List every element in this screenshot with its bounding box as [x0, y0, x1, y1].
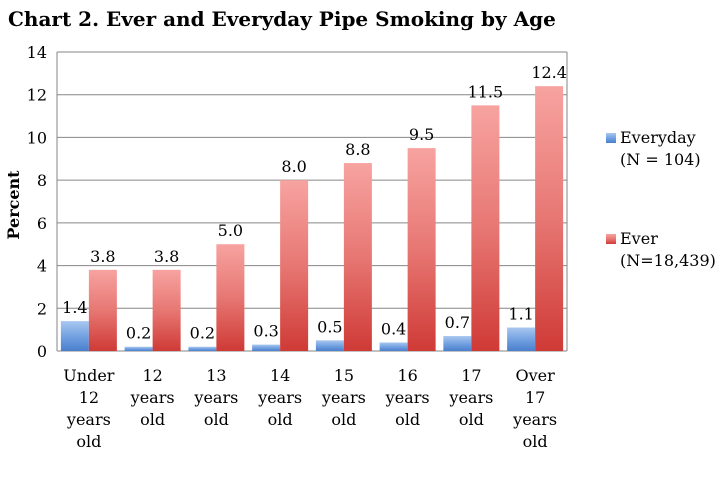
- x-category-label-line: years: [512, 410, 557, 429]
- ever-bar: [216, 244, 245, 351]
- ever-data-label: 11.5: [468, 82, 504, 101]
- x-category-label: 13 years old: [193, 366, 238, 429]
- x-category-label-line: 13: [206, 366, 226, 385]
- ever-bar: [471, 105, 500, 352]
- x-category-label-line: years: [66, 410, 111, 429]
- ever-bar: [343, 163, 372, 351]
- x-category-label-line: old: [395, 410, 420, 429]
- gridlines: [56, 51, 568, 352]
- x-category-label-line: old: [140, 410, 165, 429]
- everyday-bar: [507, 327, 536, 351]
- legend-label-line: (N = 104): [620, 150, 701, 169]
- everyday-bar: [188, 346, 217, 351]
- everyday-data-label: 0.2: [190, 324, 215, 343]
- x-category-label-line: 14: [270, 366, 290, 385]
- data-labels: 1.4 0.2 0.2 0.3 0.5 0.4 0.7 1.1 3.8 3.8 5.0 8.0 8.8 9…: [62, 63, 567, 343]
- x-category-label: Over 17 years old: [512, 366, 557, 451]
- x-category-label-line: old: [204, 410, 229, 429]
- x-category-label-line: years: [321, 388, 366, 407]
- legend-label-line: (N=18,439): [620, 251, 716, 270]
- y-tick-label: 0: [37, 342, 47, 361]
- everyday-data-label: 0.4: [381, 319, 406, 338]
- everyday-data-label: 0.5: [317, 317, 342, 336]
- everyday-legend-swatch: [606, 133, 616, 143]
- y-axis-label: Percent: [4, 170, 23, 240]
- ever-bar: [280, 180, 309, 351]
- ever-data-label: 3.8: [90, 247, 115, 266]
- bars: [60, 86, 564, 352]
- x-category-label-line: old: [268, 410, 293, 429]
- y-tick-label: 10: [27, 128, 47, 147]
- everyday-data-label: 1.4: [62, 298, 87, 317]
- x-category-label-line: years: [448, 388, 493, 407]
- ever-data-label: 8.0: [281, 157, 306, 176]
- legend-label-line: Ever: [620, 229, 658, 248]
- x-category-label: 15 years old: [321, 366, 366, 429]
- everyday-bar: [60, 321, 89, 351]
- legend: Everyday (N = 104) Ever (N=18,439): [606, 128, 716, 270]
- y-tick-label: 2: [37, 299, 47, 318]
- ever-bar: [407, 148, 436, 351]
- ever-bar: [88, 269, 117, 351]
- ever-data-label: 9.5: [409, 125, 434, 144]
- ever-data-label: 5.0: [218, 221, 243, 240]
- ever-legend-label: Ever (N=18,439): [620, 229, 716, 270]
- everyday-legend-label: Everyday (N = 104): [620, 128, 701, 169]
- ever-data-label: 3.8: [154, 247, 179, 266]
- ever-data-label: 12.4: [531, 63, 567, 82]
- x-category-label-line: Over: [515, 366, 555, 385]
- everyday-data-label: 0.7: [445, 313, 470, 332]
- y-tick-label: 12: [27, 86, 47, 105]
- x-category-label-line: 17: [525, 388, 545, 407]
- y-tick-label: 14: [27, 43, 47, 62]
- x-category-label-line: years: [130, 388, 175, 407]
- x-category-label-line: old: [459, 410, 484, 429]
- x-category-label-line: old: [523, 432, 548, 451]
- x-category-label-line: 16: [397, 366, 417, 385]
- ever-legend-swatch: [606, 234, 616, 244]
- everyday-bar: [124, 346, 153, 351]
- everyday-data-label: 0.3: [253, 322, 278, 341]
- everyday-bar: [379, 342, 408, 351]
- x-category-label-line: old: [76, 432, 101, 451]
- x-category-label-line: 12: [142, 366, 162, 385]
- ever-bar: [152, 269, 181, 351]
- x-category-label-line: Under: [63, 366, 115, 385]
- y-axis-ticks: 0 2 4 6 8 10 12 14: [27, 43, 47, 361]
- ever-bar: [535, 86, 564, 352]
- legend-label-line: Everyday: [620, 128, 696, 147]
- x-category-label-line: years: [193, 388, 238, 407]
- chart-title: Chart 2. Ever and Everyday Pipe Smoking …: [8, 7, 556, 31]
- x-category-label: 17 years old: [448, 366, 493, 429]
- y-tick-label: 6: [37, 214, 47, 233]
- x-axis-categories: Under 12 years old 12 years old 13 years old 14 yea…: [63, 366, 557, 451]
- x-category-label-line: old: [331, 410, 356, 429]
- everyday-data-label: 0.2: [126, 324, 151, 343]
- everyday-bar: [443, 336, 472, 351]
- x-category-label: 12 years old: [130, 366, 175, 429]
- x-category-label-line: years: [385, 388, 430, 407]
- y-tick-label: 8: [37, 171, 47, 190]
- x-category-label-line: years: [257, 388, 302, 407]
- y-tick-label: 4: [37, 257, 47, 276]
- x-category-label-line: 17: [461, 366, 481, 385]
- x-category-label: Under 12 years old: [63, 366, 115, 451]
- x-category-label: 14 years old: [257, 366, 302, 429]
- everyday-bar: [315, 340, 344, 351]
- ever-data-label: 8.8: [345, 140, 370, 159]
- x-category-label: 16 years old: [385, 366, 430, 429]
- x-category-label-line: 15: [334, 366, 354, 385]
- everyday-bar: [252, 344, 281, 351]
- x-category-label-line: 12: [79, 388, 99, 407]
- everyday-data-label: 1.1: [508, 305, 533, 324]
